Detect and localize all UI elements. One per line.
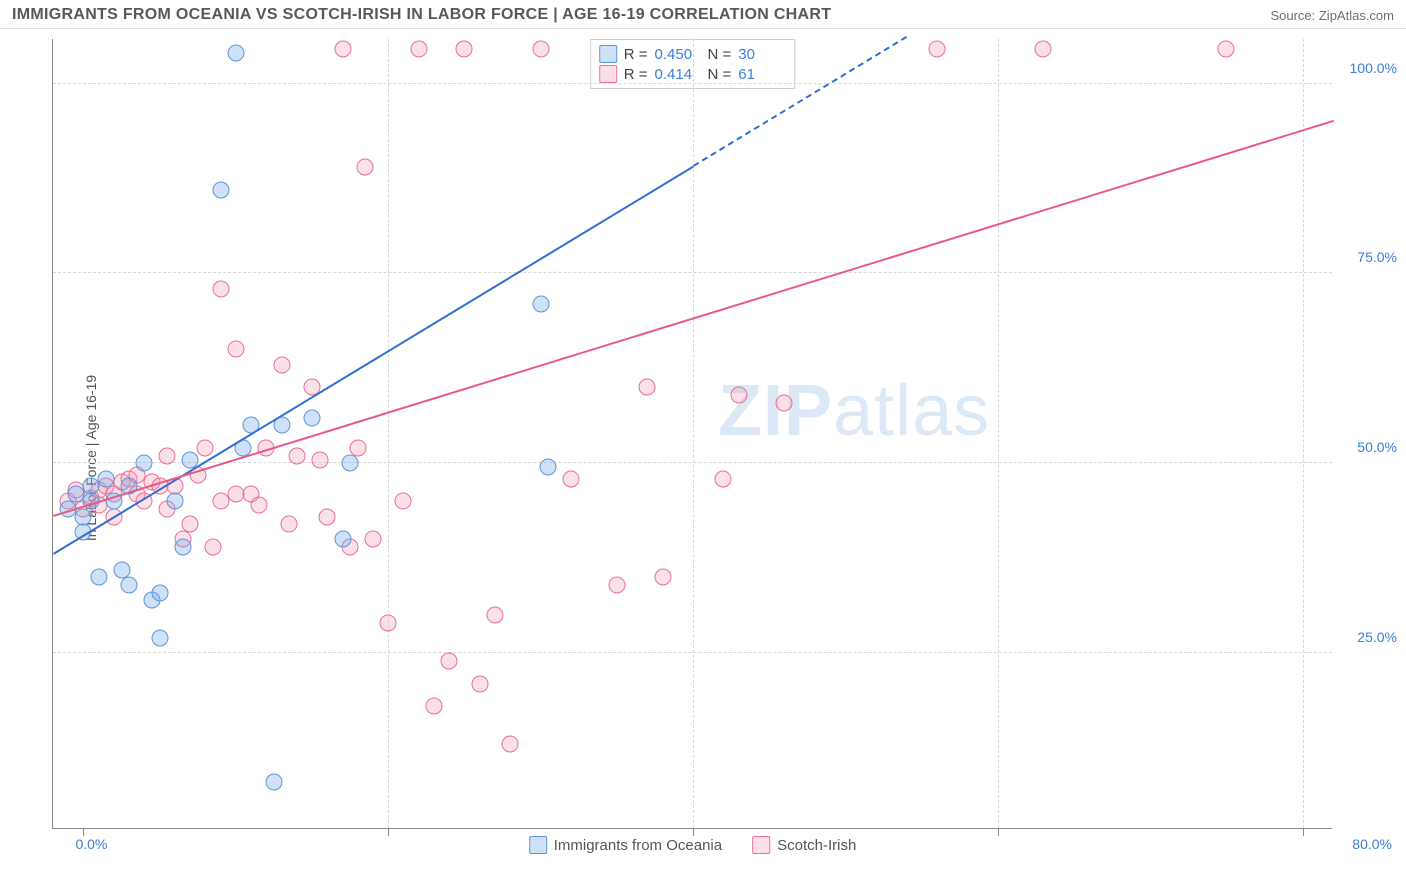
watermark: ZIPatlas — [718, 370, 990, 452]
trend-line — [53, 165, 694, 554]
n-label: N = — [708, 46, 732, 63]
source-attribution: Source: ZipAtlas.com — [1270, 8, 1394, 23]
data-point-pink — [281, 516, 298, 533]
data-point-blue — [304, 409, 321, 426]
x-tick-label: 0.0% — [75, 836, 107, 852]
data-point-pink — [212, 280, 229, 297]
watermark-zip: ZIP — [718, 371, 833, 451]
series-legend: Immigrants from Oceania Scotch-Irish — [529, 836, 857, 854]
data-point-pink — [425, 698, 442, 715]
legend-swatch-pink — [599, 65, 617, 83]
data-point-blue — [212, 181, 229, 198]
data-point-pink — [205, 538, 222, 555]
data-point-pink — [395, 493, 412, 510]
data-point-blue — [136, 455, 153, 472]
stats-row-blue: R = 0.450 N = 30 — [599, 44, 785, 64]
legend-swatch-blue — [529, 836, 547, 854]
data-point-blue — [98, 470, 115, 487]
data-point-pink — [639, 379, 656, 396]
watermark-atlas: atlas — [833, 371, 990, 451]
data-point-blue — [227, 45, 244, 62]
legend-item-pink: Scotch-Irish — [752, 836, 856, 854]
data-point-pink — [1218, 41, 1235, 58]
data-point-pink — [288, 447, 305, 464]
data-point-blue — [342, 455, 359, 472]
data-point-blue — [265, 774, 282, 791]
data-point-pink — [928, 41, 945, 58]
gridline-v — [693, 39, 694, 828]
data-point-pink — [227, 341, 244, 358]
data-point-pink — [654, 569, 671, 586]
data-point-pink — [334, 41, 351, 58]
data-point-blue — [151, 630, 168, 647]
n-label: N = — [708, 66, 732, 83]
data-point-pink — [380, 614, 397, 631]
data-point-pink — [159, 447, 176, 464]
x-tick-mark — [83, 828, 84, 836]
data-point-blue — [151, 584, 168, 601]
y-tick-label: 75.0% — [1337, 249, 1397, 265]
data-point-pink — [502, 736, 519, 753]
data-point-pink — [441, 652, 458, 669]
data-point-pink — [730, 387, 747, 404]
y-tick-label: 25.0% — [1337, 629, 1397, 645]
data-point-blue — [174, 538, 191, 555]
data-point-pink — [273, 356, 290, 373]
data-point-pink — [250, 497, 267, 514]
x-tick-mark — [693, 828, 694, 836]
data-point-blue — [166, 493, 183, 510]
legend-label-blue: Immigrants from Oceania — [554, 837, 722, 854]
data-point-pink — [715, 470, 732, 487]
data-point-pink — [319, 508, 336, 525]
x-tick-mark — [1303, 828, 1304, 836]
chart-container: In Labor Force | Age 16-19 ZIPatlas R = … — [0, 29, 1406, 887]
n-value-blue: 30 — [738, 46, 784, 63]
data-point-pink — [357, 159, 374, 176]
legend-item-blue: Immigrants from Oceania — [529, 836, 722, 854]
data-point-pink — [365, 531, 382, 548]
data-point-blue — [540, 459, 557, 476]
y-tick-label: 100.0% — [1337, 60, 1397, 76]
data-point-blue — [121, 576, 138, 593]
x-tick-mark — [998, 828, 999, 836]
source-name: ZipAtlas.com — [1319, 8, 1394, 23]
data-point-pink — [486, 607, 503, 624]
data-point-pink — [563, 470, 580, 487]
data-point-pink — [410, 41, 427, 58]
n-value-pink: 61 — [738, 66, 784, 83]
data-point-pink — [311, 451, 328, 468]
data-point-pink — [197, 440, 214, 457]
source-prefix: Source: — [1270, 8, 1318, 23]
x-tick-mark — [388, 828, 389, 836]
data-point-blue — [532, 295, 549, 312]
gridline-v — [998, 39, 999, 828]
data-point-pink — [532, 41, 549, 58]
plot-area: ZIPatlas R = 0.450 N = 30 R = 0.414 N = … — [52, 39, 1332, 829]
gridline-v — [388, 39, 389, 828]
y-tick-label: 50.0% — [1337, 439, 1397, 455]
data-point-blue — [90, 569, 107, 586]
data-point-pink — [182, 516, 199, 533]
legend-label-pink: Scotch-Irish — [777, 837, 856, 854]
data-point-pink — [776, 394, 793, 411]
data-point-pink — [471, 675, 488, 692]
chart-header: IMMIGRANTS FROM OCEANIA VS SCOTCH-IRISH … — [0, 0, 1406, 29]
data-point-pink — [1035, 41, 1052, 58]
gridline-v — [1303, 39, 1304, 828]
data-point-pink — [608, 576, 625, 593]
legend-swatch-blue — [599, 45, 617, 63]
r-label: R = — [624, 66, 648, 83]
r-label: R = — [624, 46, 648, 63]
chart-title: IMMIGRANTS FROM OCEANIA VS SCOTCH-IRISH … — [12, 6, 831, 24]
stats-row-pink: R = 0.414 N = 61 — [599, 64, 785, 84]
x-tick-label: 80.0% — [1332, 836, 1392, 852]
legend-swatch-pink — [752, 836, 770, 854]
data-point-blue — [334, 531, 351, 548]
data-point-pink — [456, 41, 473, 58]
